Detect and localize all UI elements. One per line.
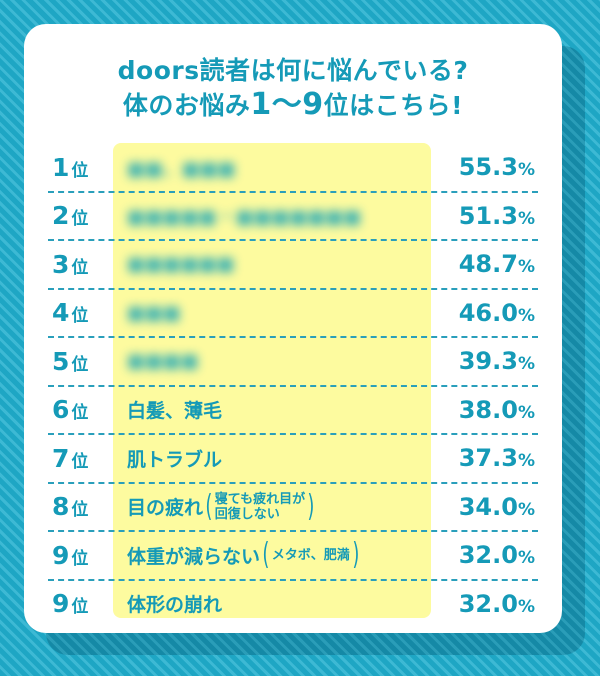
rank-suffix: 位 [71,597,89,618]
concern-label: 体形の崩れ ( ) [117,590,435,617]
rank-number: 1 [52,152,70,182]
dashed-divider [48,190,538,193]
concern-label: ■■■■ ( ) [117,350,435,372]
percentage-value: 39.3% [458,347,535,376]
concern-label: ■■■ ( ) [117,302,435,324]
highlight-column [113,143,431,618]
concern-note: ( メタボ、肥満 ) [260,540,361,570]
close-paren: ) [352,537,360,573]
percentage-value: 38.0% [458,395,535,424]
note-text: 寝ても疲れ目が 回復しない [214,491,306,522]
rank-suffix: 位 [71,160,89,181]
title-line-1: doors読者は何に悩んでいる? [117,56,469,85]
rank-number: 5 [52,346,70,376]
concern-text: ■■■■■・■■■■■■■ [127,206,362,229]
title-line-2: 体のお悩み1〜9位はこちら! [24,88,562,123]
concern-note: ( 寝ても疲れ目が 回復しない ) [203,488,317,524]
dashed-divider [48,336,538,338]
dashed-divider [48,433,538,435]
rank-suffix: 位 [71,548,89,569]
title-line-2-pre: 体のお悩み [122,91,251,120]
dashed-divider [48,578,538,581]
close-paren: ) [307,488,315,524]
ranking-row: 6位 白髪、薄毛 ( ) 38.0% [48,386,538,435]
ranking-row: 2位 ■■■■■・■■■■■■■ ( ) 51.3% [48,192,538,241]
dashed-divider [48,239,538,241]
rank-suffix: 位 [71,209,89,230]
open-paren: ( [262,537,270,573]
rank-number: 6 [52,395,70,425]
rank-number: 9 [52,589,70,619]
rank-suffix: 位 [71,451,89,472]
dashed-divider [48,287,538,290]
page-title: doors読者は何に悩んでいる? 体のお悩み1〜9位はこちら! [24,54,562,123]
concern-text: ■■■ [127,301,181,324]
concern-label: ■■■■■■ ( ) [117,253,435,275]
percentage-value: 46.0% [458,298,535,327]
ranking-row: 7位 肌トラブル ( ) 37.3% [48,434,538,484]
concern-label: ■■■■■・■■■■■■■ ( ) [117,202,435,229]
concern-label: 目の疲れ ( 寝ても疲れ目が 回復しない ) [117,488,435,524]
title-range: 1〜9 [250,87,324,122]
percentage-value: 32.0% [458,541,535,570]
ranking-row: 9位 体形の崩れ ( ) 32.0% [48,580,538,629]
concern-text: ■■、■■■ [127,157,236,180]
ranking-row: 5位 ■■■■ ( ) 39.3% [48,337,538,387]
rank-number: 7 [52,443,70,473]
rank-number: 9 [52,540,70,570]
title-line-2-post: 位はこちら! [323,91,464,120]
percentage-value: 34.0% [458,492,535,521]
rank-number: 8 [52,492,70,522]
concern-label: 白髪、薄毛 ( ) [117,396,435,423]
concern-text: 肌トラブル [127,448,223,471]
rank-number: 4 [52,298,70,328]
concern-text: 体形の崩れ [127,594,223,617]
concern-label: ■■、■■■ ( ) [117,154,435,181]
concern-text: 目の疲れ [127,497,204,520]
ranking-row: 4位 ■■■ ( ) 46.0% [48,289,538,338]
concern-text: 体重が減らない [127,545,261,568]
rank-number: 3 [52,249,70,279]
rank-suffix: 位 [71,257,89,278]
rank-suffix: 位 [71,306,89,327]
concern-text: ■■■■ [127,350,199,373]
rank-number: 2 [52,201,70,231]
note-text: メタボ、肥満 [271,547,350,563]
percentage-value: 37.3% [458,444,535,473]
ranking-row: 1位 ■■、■■■ ( ) 55.3% [48,143,538,193]
ranking-list: 1位 ■■、■■■ ( ) 55.3% 2位 ■■■■■・■■■■■■■ ( )… [48,143,538,628]
percentage-value: 48.7% [458,250,535,279]
percentage-value: 51.3% [458,201,535,230]
concern-label: 体重が減らない ( メタボ、肥満 ) [117,540,435,570]
dashed-divider [48,530,538,532]
rank-suffix: 位 [71,403,89,424]
percentage-value: 32.0% [458,589,535,618]
rank-suffix: 位 [71,354,89,375]
percentage-value: 55.3% [458,153,535,182]
concern-label: 肌トラブル ( ) [117,445,435,472]
open-paren: ( [205,488,213,524]
rank-suffix: 位 [71,500,89,521]
concern-text: ■■■■■■ [127,253,235,276]
concern-text: 白髪、薄毛 [127,400,223,423]
dashed-divider [48,384,538,387]
dashed-divider [48,481,538,484]
ranking-row: 3位 ■■■■■■ ( ) 48.7% [48,240,538,290]
